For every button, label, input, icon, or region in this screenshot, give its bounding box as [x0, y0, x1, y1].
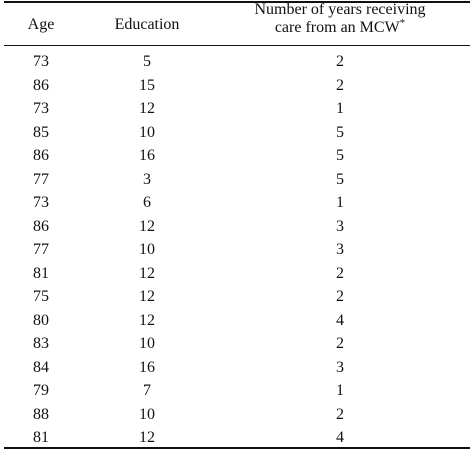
table-row: 77 10 3 [0, 240, 474, 264]
cell-education: 12 [139, 100, 155, 117]
table-row: 88 10 2 [0, 405, 474, 429]
table-row: 86 15 2 [0, 76, 474, 100]
cell-education: 12 [139, 217, 155, 235]
table-row: 83 10 2 [0, 334, 474, 358]
column-header-years-line2: care from an MCW [274, 19, 400, 36]
table-row: 85 10 5 [0, 123, 474, 147]
cell-age: 79 [33, 382, 49, 399]
cell-education: 10 [139, 335, 155, 352]
cell-years: 1 [336, 382, 344, 399]
cell-years: 3 [336, 217, 344, 235]
cell-age: 73 [33, 100, 49, 117]
cell-years: 4 [336, 429, 344, 446]
cell-education: 10 [139, 405, 155, 423]
cell-education: 3 [143, 170, 151, 188]
cell-years: 1 [336, 194, 344, 211]
column-header-years-line1: Number of years receiving [254, 1, 426, 18]
cell-age: 86 [33, 217, 49, 235]
cell-age: 75 [33, 288, 49, 305]
footnote-marker: * [399, 17, 406, 29]
cell-years: 2 [336, 288, 344, 305]
cell-education: 10 [139, 241, 155, 258]
table-row: 84 16 3 [0, 358, 474, 382]
column-header-years-line2-wrap: care from an MCW* [240, 17, 440, 37]
cell-education: 12 [139, 264, 155, 282]
cell-education: 12 [139, 429, 155, 446]
cell-age: 83 [33, 335, 49, 352]
cell-age: 77 [33, 241, 49, 258]
cell-years: 5 [336, 123, 344, 141]
table-row: 73 6 1 [0, 193, 474, 217]
cell-education: 15 [139, 76, 155, 94]
cell-years: 3 [336, 358, 344, 376]
column-header-age: Age [27, 16, 55, 33]
cell-age: 86 [33, 76, 49, 94]
table-row: 77 3 5 [0, 170, 474, 194]
cell-age: 77 [33, 170, 49, 188]
cell-age: 85 [33, 123, 49, 141]
table-body: 73 5 2 86 15 2 73 12 1 85 10 5 86 16 5 77 3 5 73 6 1 86 12 3 77 1… [0, 52, 474, 452]
table-row: 73 12 1 [0, 99, 474, 123]
cell-age: 84 [33, 358, 49, 376]
table-row: 81 12 2 [0, 264, 474, 288]
cell-years: 5 [336, 170, 344, 188]
cell-age: 80 [33, 311, 49, 329]
cell-age: 86 [33, 147, 49, 164]
table-row: 81 12 4 [0, 428, 474, 452]
cell-years: 1 [336, 100, 344, 117]
cell-years: 4 [336, 311, 344, 329]
table-row: 86 16 5 [0, 146, 474, 170]
cell-age: 81 [33, 429, 49, 446]
table-header: Age Education Number of years receiving … [0, 0, 474, 46]
cell-education: 6 [143, 194, 151, 211]
cell-years: 2 [336, 264, 344, 282]
cell-education: 16 [139, 358, 155, 376]
cell-years: 5 [336, 147, 344, 164]
cell-education: 5 [143, 53, 151, 70]
cell-years: 2 [336, 335, 344, 352]
cell-education: 12 [139, 288, 155, 305]
cell-age: 73 [33, 194, 49, 211]
column-header-years-mcw: Number of years receiving care from an M… [240, 1, 440, 37]
cell-years: 3 [336, 241, 344, 258]
column-header-education: Education [114, 16, 180, 33]
cell-age: 81 [33, 264, 49, 282]
table-row: 75 12 2 [0, 287, 474, 311]
table-row: 79 7 1 [0, 381, 474, 405]
table-row: 80 12 4 [0, 311, 474, 335]
cell-age: 88 [33, 405, 49, 423]
cell-education: 7 [143, 382, 151, 399]
table-header-rule [4, 45, 470, 46]
cell-age: 73 [33, 53, 49, 70]
table-row: 73 5 2 [0, 52, 474, 76]
cell-years: 2 [336, 53, 344, 70]
table-top-rule [4, 1, 470, 3]
cell-education: 12 [139, 311, 155, 329]
cell-education: 10 [139, 123, 155, 141]
table-row: 86 12 3 [0, 217, 474, 241]
cell-years: 2 [336, 405, 344, 423]
cell-education: 16 [139, 147, 155, 164]
table-bottom-rule [4, 447, 470, 449]
cell-years: 2 [336, 76, 344, 94]
